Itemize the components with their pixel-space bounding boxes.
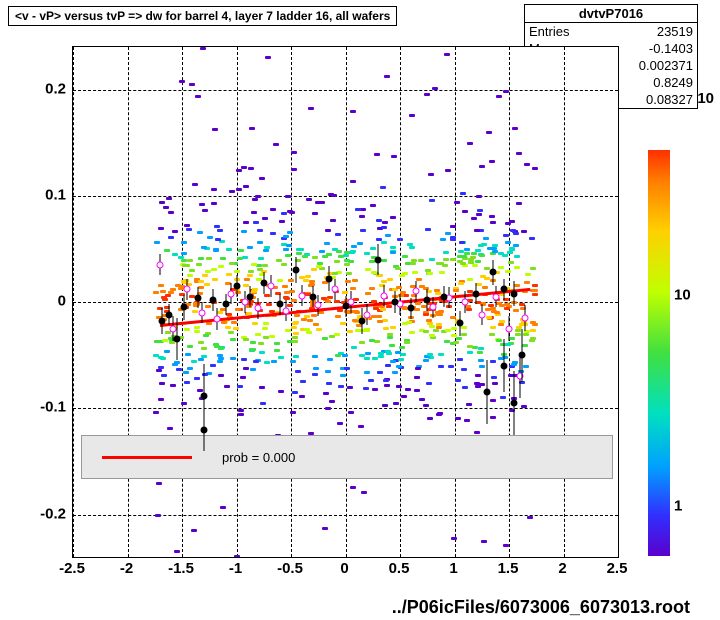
y-tick-label: -0.1 [40, 399, 66, 416]
x-tick-label: 1 [449, 560, 457, 577]
y-tick-label: -0.2 [40, 505, 66, 522]
profile-marker [489, 269, 496, 276]
profile-marker [181, 304, 188, 311]
profile-marker [522, 314, 529, 321]
profile-marker [364, 311, 371, 318]
profile-marker [200, 426, 207, 433]
legend-line [102, 456, 192, 459]
x-tick-label: 2 [558, 560, 566, 577]
profile-marker [228, 290, 235, 297]
profile-marker [277, 301, 284, 308]
profile-marker [159, 318, 166, 325]
profile-marker [391, 299, 398, 306]
profile-marker [478, 311, 485, 318]
colorbar-extra-label: 10 [697, 90, 714, 107]
x-tick-label: 1.5 [498, 560, 519, 577]
plot-area: prob = 0.000 [72, 46, 619, 558]
profile-marker [195, 294, 202, 301]
profile-marker [298, 292, 305, 299]
y-tick-label: 0.1 [45, 186, 66, 203]
profile-marker [331, 286, 338, 293]
profile-marker [173, 336, 180, 343]
root-canvas: <v - vP> versus tvP => dw for barrel 4, … [0, 0, 720, 620]
y-tick-label: 0 [58, 293, 66, 310]
profile-marker [511, 399, 518, 406]
profile-marker [282, 307, 289, 314]
profile-marker [213, 316, 220, 323]
profile-marker [413, 288, 420, 295]
profile-marker [165, 311, 172, 318]
profile-marker [506, 325, 513, 332]
profile-marker [268, 283, 275, 290]
profile-marker [315, 302, 322, 309]
stats-name: dvtvP7016 [525, 5, 697, 23]
profile-marker [473, 290, 480, 297]
profile-marker [500, 286, 507, 293]
x-tick-label: -0.5 [277, 560, 303, 577]
profile-marker [440, 293, 447, 300]
stats-row: Entries23519 [525, 23, 697, 40]
profile-marker [407, 305, 414, 312]
profile-marker [456, 320, 463, 327]
profile-marker [157, 261, 164, 268]
profile-marker [380, 292, 387, 299]
profile-marker [326, 275, 333, 282]
x-tick-label: -2 [120, 560, 133, 577]
profile-marker [260, 279, 267, 286]
profile-marker [424, 296, 431, 303]
profile-marker [500, 362, 507, 369]
footer-filename: ../P06icFiles/6073006_6073013.root [392, 597, 690, 618]
colorbar-tick: 1 [674, 498, 682, 515]
profile-marker [209, 296, 216, 303]
profile-marker [511, 290, 518, 297]
profile-marker [519, 352, 526, 359]
x-tick-label: 0 [340, 560, 348, 577]
colorbar: 110 [648, 150, 670, 556]
profile-marker [293, 267, 300, 274]
profile-marker [429, 304, 436, 311]
profile-marker [342, 303, 349, 310]
profile-marker [375, 256, 382, 263]
profile-marker [255, 305, 262, 312]
profile-marker [358, 318, 365, 325]
x-tick-label: -1 [229, 560, 242, 577]
profile-marker [246, 293, 253, 300]
x-tick-label: -2.5 [59, 560, 85, 577]
profile-marker [462, 299, 469, 306]
profile-marker [309, 293, 316, 300]
plot-title: <v - vP> versus tvP => dw for barrel 4, … [8, 6, 397, 26]
profile-marker [200, 392, 207, 399]
profile-marker [233, 283, 240, 290]
colorbar-tick: 10 [674, 287, 691, 304]
legend-text: prob = 0.000 [222, 450, 295, 465]
x-tick-label: 0.5 [389, 560, 410, 577]
x-tick-label: -1.5 [168, 560, 194, 577]
profile-marker [492, 293, 499, 300]
y-tick-label: 0.2 [45, 80, 66, 97]
profile-marker [484, 389, 491, 396]
profile-marker [222, 301, 229, 308]
x-tick-label: 2.5 [607, 560, 628, 577]
profile-marker [198, 309, 205, 316]
legend-box: prob = 0.000 [81, 435, 613, 479]
profile-marker [184, 286, 191, 293]
